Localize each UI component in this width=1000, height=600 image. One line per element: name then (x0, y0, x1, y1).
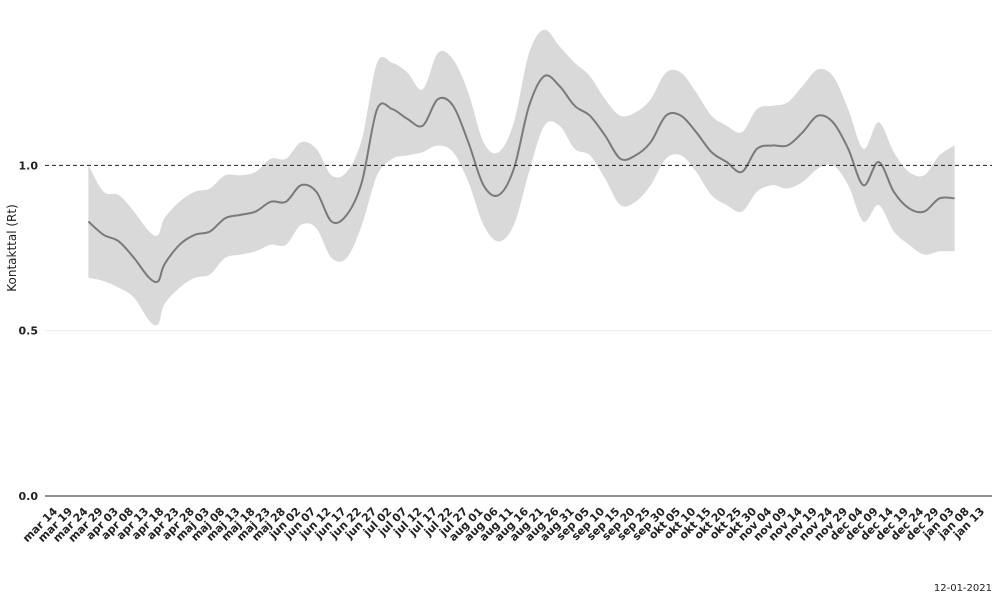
date-stamp: 12-01-2021 (933, 583, 992, 594)
y-tick-label: 1.0 (19, 159, 39, 172)
rt-line-layer (87, 74, 955, 284)
y-axis-label: Kontakttal (Rt) (5, 204, 19, 292)
y-tick-label: 0.5 (19, 325, 39, 338)
rt-series-line (87, 74, 955, 284)
y-axis-ticks: 0.0 0.5 1.0 (19, 159, 39, 503)
y-tick-label: 0.0 (19, 490, 39, 503)
confidence-band (88, 29, 955, 326)
confidence-band-layer (88, 29, 955, 326)
